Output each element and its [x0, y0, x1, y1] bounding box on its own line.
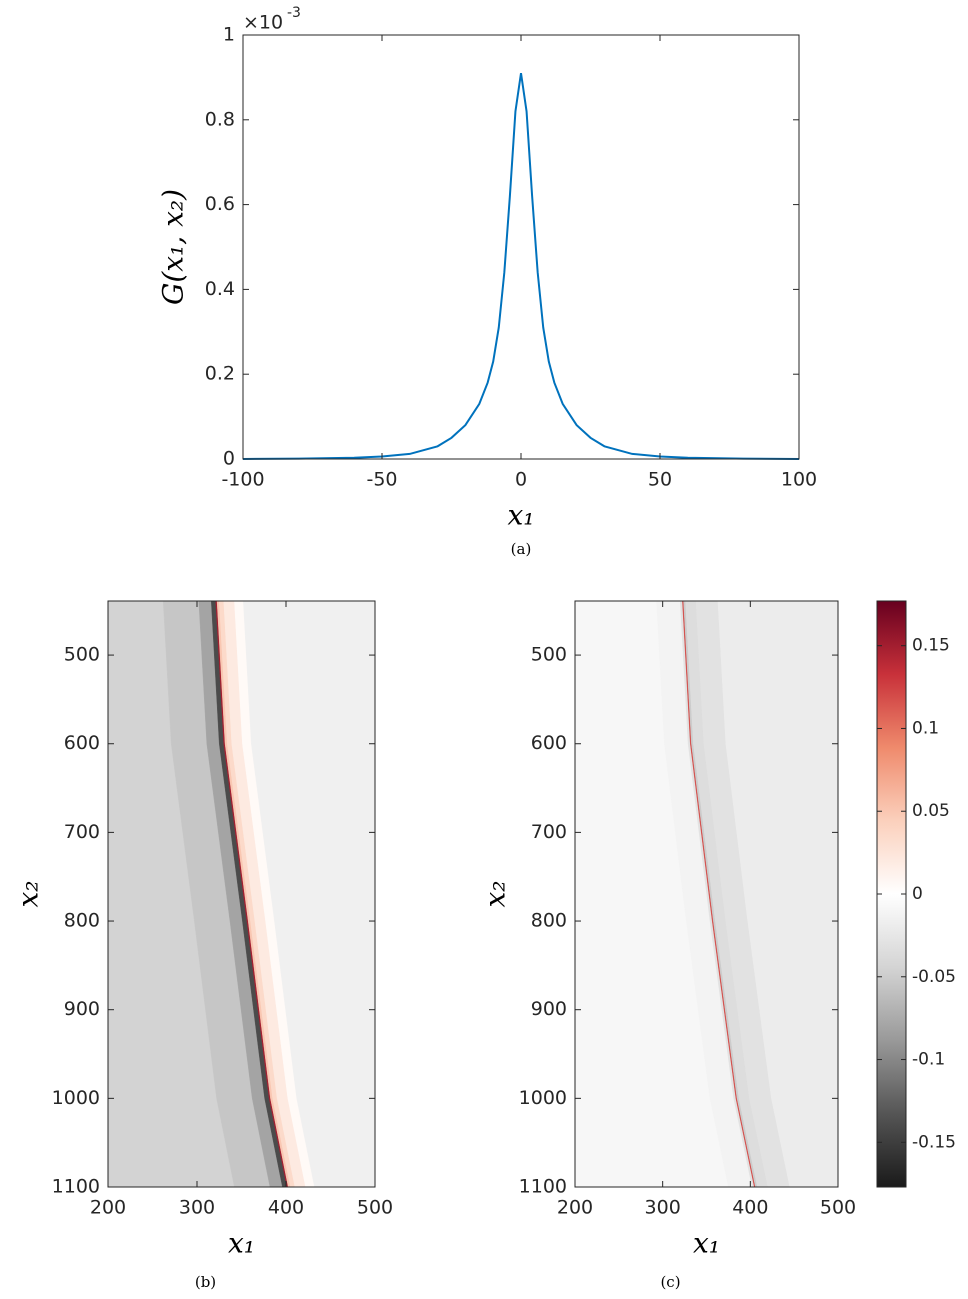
x-tick-label: -100	[221, 469, 264, 491]
heat-band	[717, 601, 838, 1187]
x-tick-label: 300	[179, 1197, 215, 1219]
heat-band	[243, 601, 375, 1187]
y-tick-label: 900	[531, 998, 567, 1020]
y-axis-label: G(x₁, x₂)	[157, 189, 190, 305]
x-tick-label: 400	[268, 1197, 304, 1219]
colorbar-tick-label: 0.05	[912, 801, 950, 821]
caption: (c)	[660, 1273, 680, 1291]
x-axis-label: x₁	[228, 1227, 255, 1260]
colorbar-tick-label: -0.15	[912, 1132, 956, 1152]
x-tick-label: 200	[90, 1197, 126, 1219]
x-tick-label: 500	[820, 1197, 856, 1219]
x-tick-label: 200	[557, 1197, 593, 1219]
y-tick-label: 0	[223, 448, 235, 470]
x-axis-label: x₁	[693, 1227, 720, 1260]
y-tick-label: 700	[64, 821, 100, 843]
line	[242, 73, 800, 460]
y-tick-label: 600	[64, 732, 100, 754]
y-tick-label: 800	[64, 910, 100, 932]
x-tick-label: 0	[515, 469, 527, 491]
x-tick-label: 400	[732, 1197, 768, 1219]
x-tick-label: 500	[357, 1197, 393, 1219]
y-tick-label: 500	[531, 644, 567, 666]
caption: (a)	[511, 540, 532, 558]
y-tick-label: 600	[531, 732, 567, 754]
y-tick-label: 1000	[52, 1087, 100, 1109]
y-tick-label: 1	[223, 24, 235, 46]
heatmap-image	[108, 601, 375, 1187]
caption: (b)	[195, 1273, 216, 1291]
y-tick-label: 0.8	[205, 108, 235, 130]
axes-box	[242, 34, 800, 460]
colorbar-tick-label: 0.15	[912, 636, 950, 656]
x-tick-label: 300	[645, 1197, 681, 1219]
y-tick-label: 900	[64, 998, 100, 1020]
y-tick-label: 1100	[519, 1176, 567, 1198]
colorbar-tick-label: -0.05	[912, 967, 956, 987]
x-axis-label: x₁	[507, 499, 534, 532]
y-multiplier: ×10	[243, 12, 283, 34]
y-tick-label: 1000	[519, 1087, 567, 1109]
y-axis-label: x₂	[479, 880, 512, 907]
axes-box	[574, 600, 839, 1188]
y-tick-label: 0.6	[205, 193, 235, 215]
y-axis-label: x₂	[12, 880, 45, 907]
y-tick-label: 0.4	[205, 278, 235, 300]
x-tick-label: 100	[781, 469, 817, 491]
y-tick-label: 0.2	[205, 363, 235, 385]
colorbar-tick-label: 0	[912, 884, 923, 904]
axes-box	[107, 600, 376, 1188]
y-tick-label: 800	[531, 910, 567, 932]
heatmap-image	[575, 601, 838, 1187]
colorbar-tick-label: -0.1	[912, 1050, 945, 1070]
y-tick-label: 500	[64, 644, 100, 666]
y-multiplier-exponent: -3	[287, 5, 301, 21]
y-tick-label: 700	[531, 821, 567, 843]
x-tick-label: 50	[648, 469, 672, 491]
x-tick-label: -50	[366, 469, 397, 491]
y-tick-label: 1100	[52, 1176, 100, 1198]
colorbar-tick-label: 0.1	[912, 718, 939, 738]
